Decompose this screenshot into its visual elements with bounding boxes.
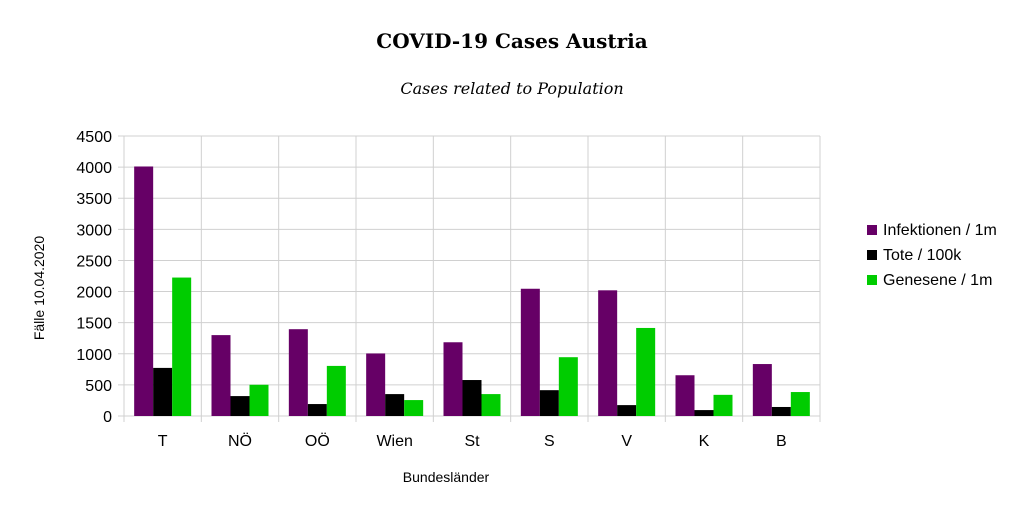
x-tick-label: NÖ [228,432,252,450]
bar-S-0 [520,288,540,416]
y-tick-label: 1000 [76,347,112,364]
bar-St-1 [462,380,482,416]
legend-label: Tote / 100k [883,247,962,264]
chart-subtitle: Cases related to Population [400,79,623,98]
x-tick-label: St [464,433,480,450]
y-axis-label: Fälle 10.04.2020 [31,236,47,341]
x-tick-label: V [621,433,632,450]
bar-B-0 [752,364,772,416]
chart-title: COVID-19 Cases Austria [376,29,647,53]
bar-OÖ-1 [307,404,327,416]
legend-swatch [867,250,877,260]
y-tick-label: 4500 [76,129,112,146]
bar-S-1 [539,390,559,416]
bar-St-0 [443,342,463,416]
bar-T-1 [153,367,173,416]
bar-Wien-0 [366,353,386,416]
y-tick-label: 2000 [76,285,112,302]
y-tick-label: 3500 [76,191,112,208]
bar-B-2 [790,392,810,416]
y-tick-label: 4000 [76,160,112,177]
y-tick-label: 0 [103,409,112,426]
bar-V-2 [636,327,656,416]
bar-T-0 [134,166,154,416]
x-tick-label: Wien [376,433,412,450]
bar-NÖ-1 [230,396,250,416]
y-tick-label: 3000 [76,222,112,239]
legend-swatch [867,275,877,285]
bar-B-1 [771,406,791,416]
bar-NÖ-0 [211,335,231,416]
bar-K-0 [675,375,695,416]
x-tick-label: K [699,433,710,450]
bar-K-2 [713,394,733,416]
bar-T-2 [172,277,192,416]
x-tick-label: B [776,433,787,450]
bar-OÖ-2 [326,365,346,416]
bar-S-2 [558,357,578,416]
bar-St-2 [481,394,501,416]
bar-V-1 [617,405,637,416]
legend-label: Genesene / 1m [883,272,992,289]
legend-label: Infektionen / 1m [883,222,997,239]
y-tick-label: 500 [85,378,112,395]
x-tick-label: T [158,433,168,450]
y-tick-label: 2500 [76,253,112,270]
bar-OÖ-0 [288,329,308,416]
bar-Wien-2 [404,400,424,416]
bar-K-1 [694,410,714,416]
x-tick-label: OÖ [305,432,330,450]
bar-V-0 [598,290,618,416]
x-axis-label: Bundesländer [403,469,490,485]
legend-swatch [867,225,877,235]
x-tick-label: S [544,433,555,450]
y-tick-label: 1500 [76,316,112,333]
bar-NÖ-2 [249,384,269,416]
bar-Wien-1 [385,394,405,416]
